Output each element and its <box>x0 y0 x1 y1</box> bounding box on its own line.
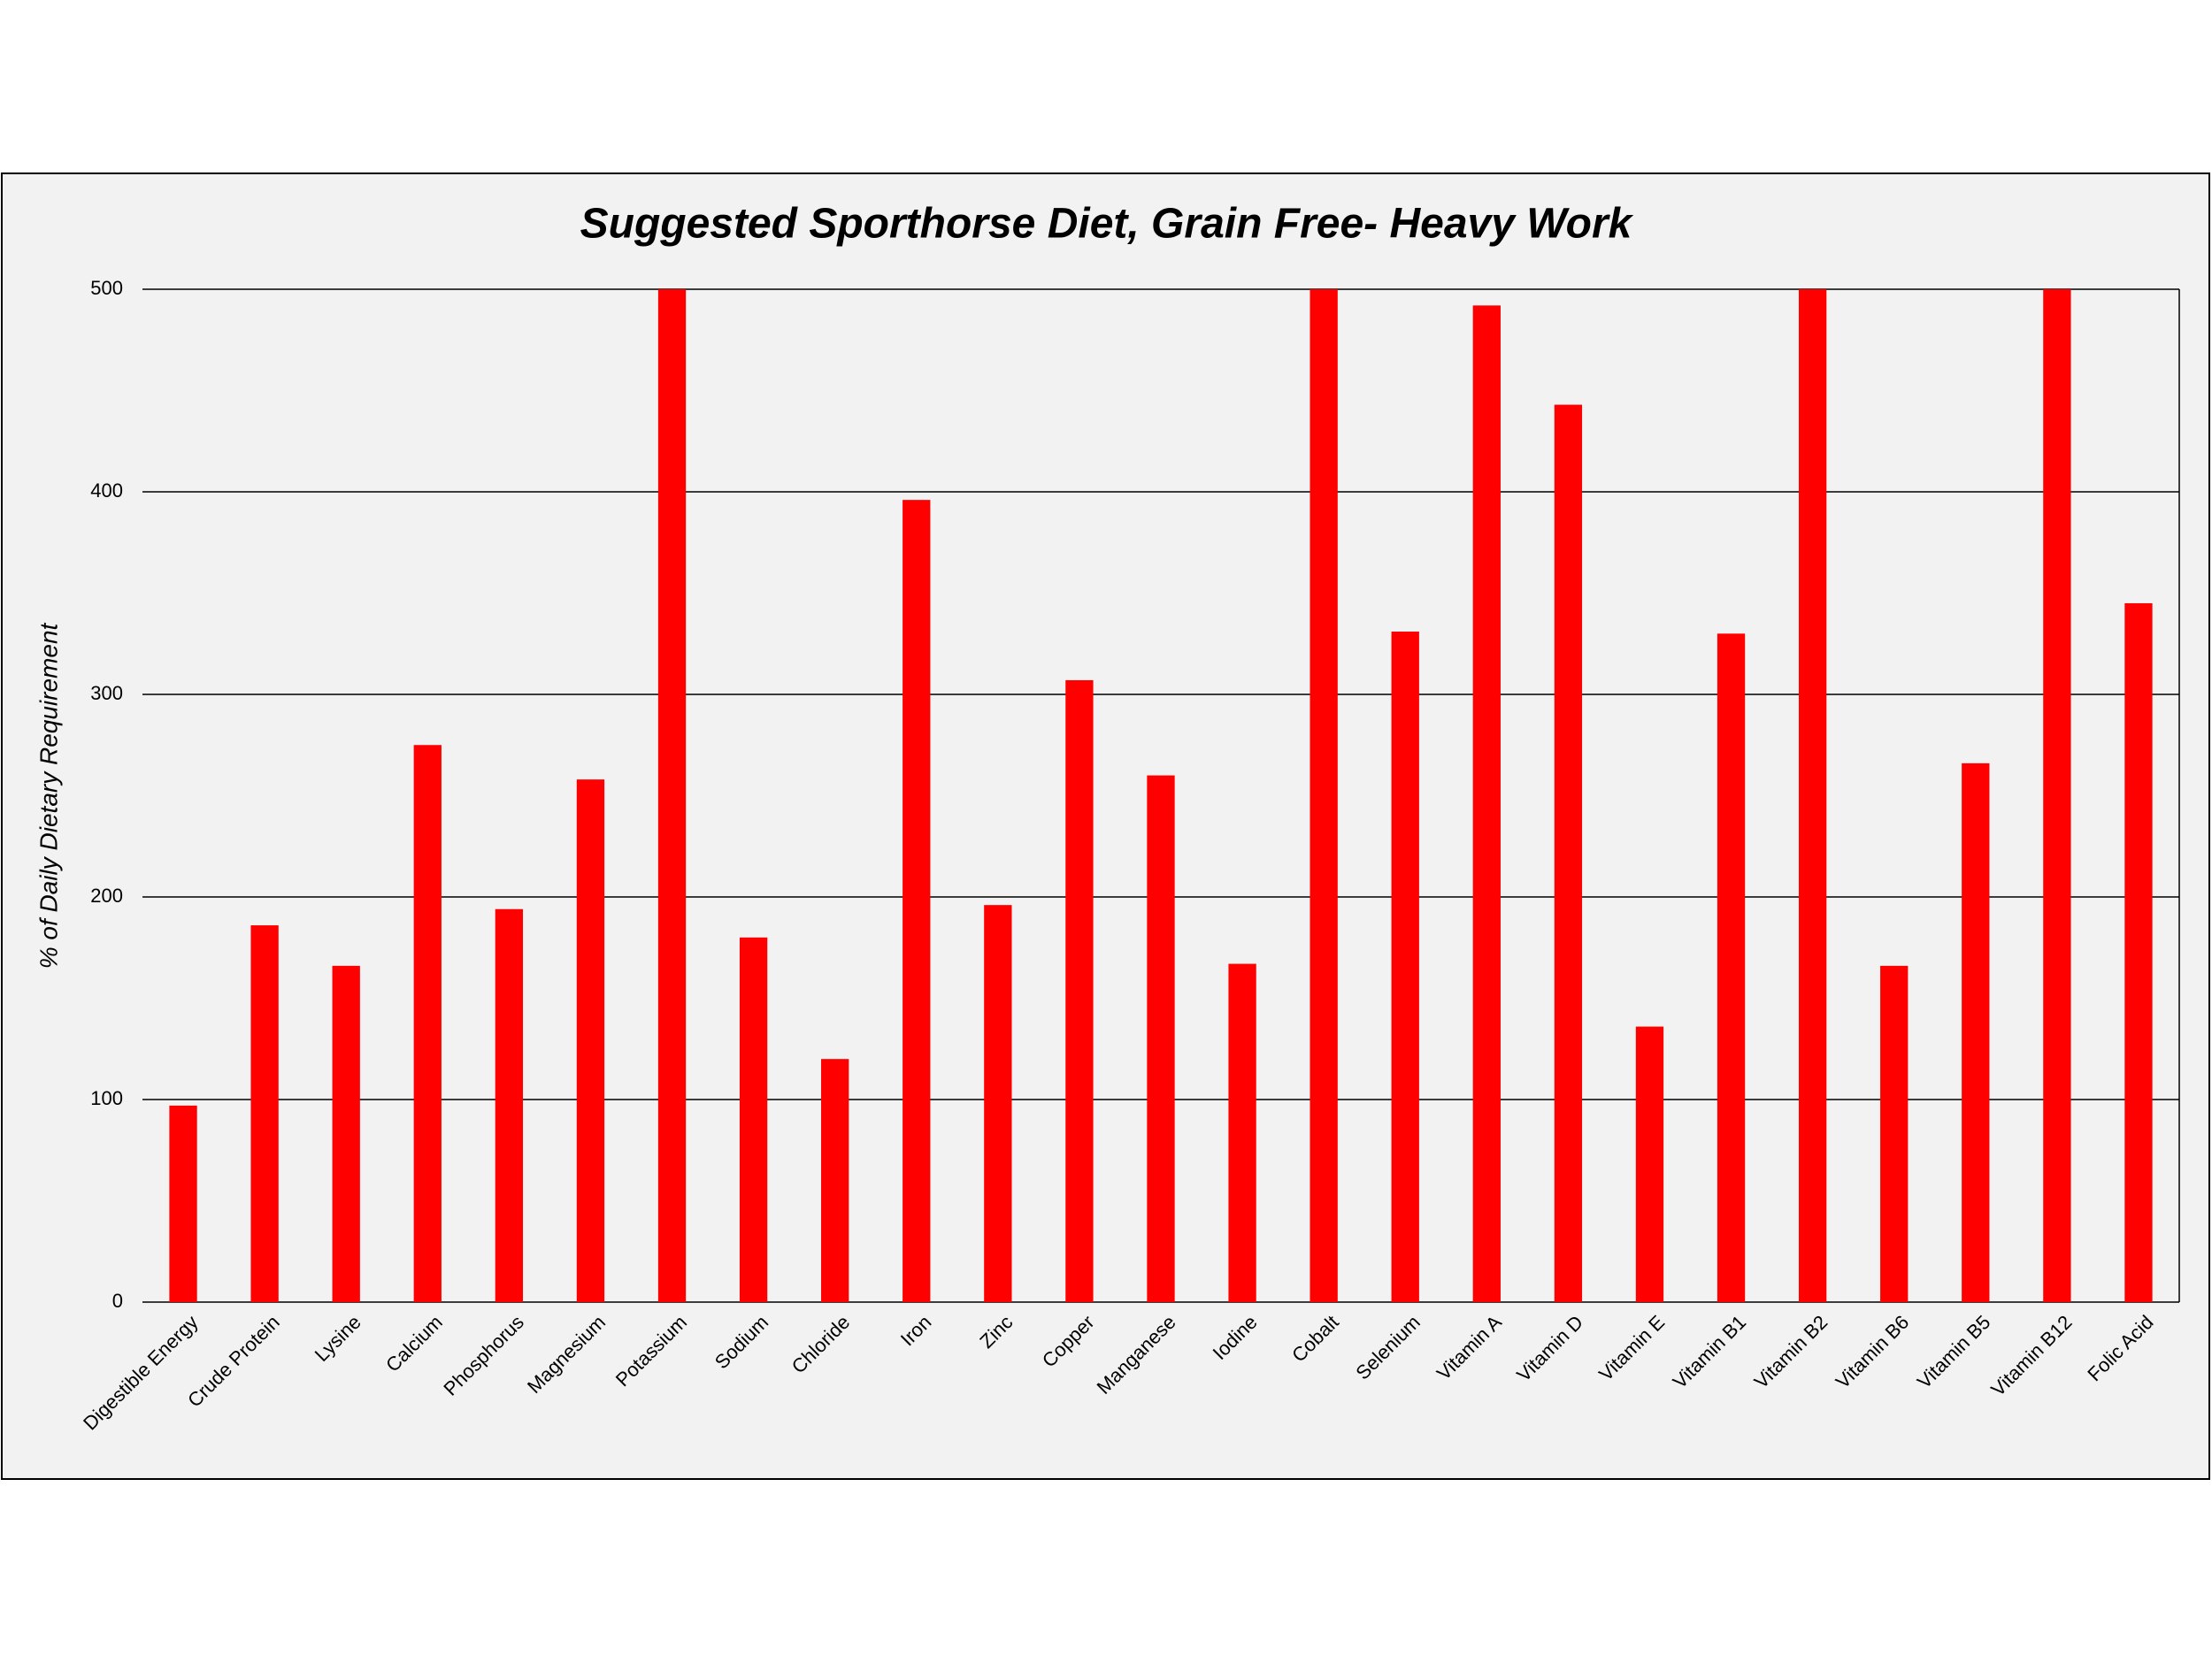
bar <box>1065 679 1094 1302</box>
bar <box>739 937 768 1302</box>
bar <box>1147 775 1175 1302</box>
y-tick-label: 400 <box>90 479 123 502</box>
bar <box>1554 404 1583 1302</box>
bar <box>821 1059 849 1302</box>
bar <box>1228 963 1256 1302</box>
bar <box>657 289 687 1302</box>
y-tick-label: 200 <box>90 885 123 907</box>
bar <box>413 745 442 1302</box>
bar <box>2124 602 2153 1302</box>
bar <box>169 1105 197 1302</box>
bar <box>1798 289 1827 1302</box>
y-tick-label: 500 <box>90 277 123 299</box>
bar <box>1880 965 1909 1302</box>
bar <box>1635 1026 1664 1302</box>
chart-frame <box>1 172 2210 1480</box>
bar <box>1472 305 1501 1302</box>
bar <box>1962 763 1990 1302</box>
chart-title: Suggested Sporthorse Diet, Grain Free- H… <box>580 201 1634 248</box>
y-tick-label: 100 <box>90 1087 123 1109</box>
bar <box>495 908 524 1302</box>
bar <box>1391 632 1419 1302</box>
bar <box>2043 289 2071 1302</box>
bar <box>1310 289 1338 1302</box>
bar <box>1717 633 1746 1302</box>
bar <box>576 779 605 1302</box>
y-tick-label: 300 <box>90 682 123 704</box>
y-tick-label: 0 <box>112 1290 123 1312</box>
bar <box>332 965 360 1302</box>
bar <box>984 905 1012 1302</box>
bar <box>250 925 279 1302</box>
y-axis-label: % of Daily Dietary Requirement <box>35 622 62 969</box>
bar <box>902 500 931 1302</box>
